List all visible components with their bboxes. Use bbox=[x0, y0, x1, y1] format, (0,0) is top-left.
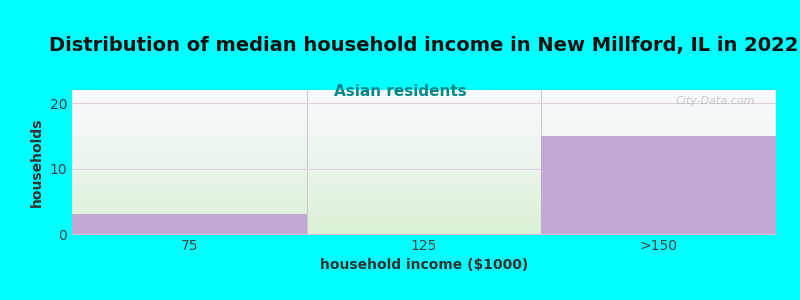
Y-axis label: households: households bbox=[30, 117, 44, 207]
X-axis label: household income ($1000): household income ($1000) bbox=[320, 258, 528, 272]
Title: Distribution of median household income in New Millford, IL in 2022: Distribution of median household income … bbox=[50, 36, 798, 55]
Text: Asian residents: Asian residents bbox=[334, 84, 466, 99]
Bar bbox=[542, 136, 776, 234]
Text: City-Data.com: City-Data.com bbox=[675, 96, 755, 106]
Bar bbox=[72, 214, 306, 234]
